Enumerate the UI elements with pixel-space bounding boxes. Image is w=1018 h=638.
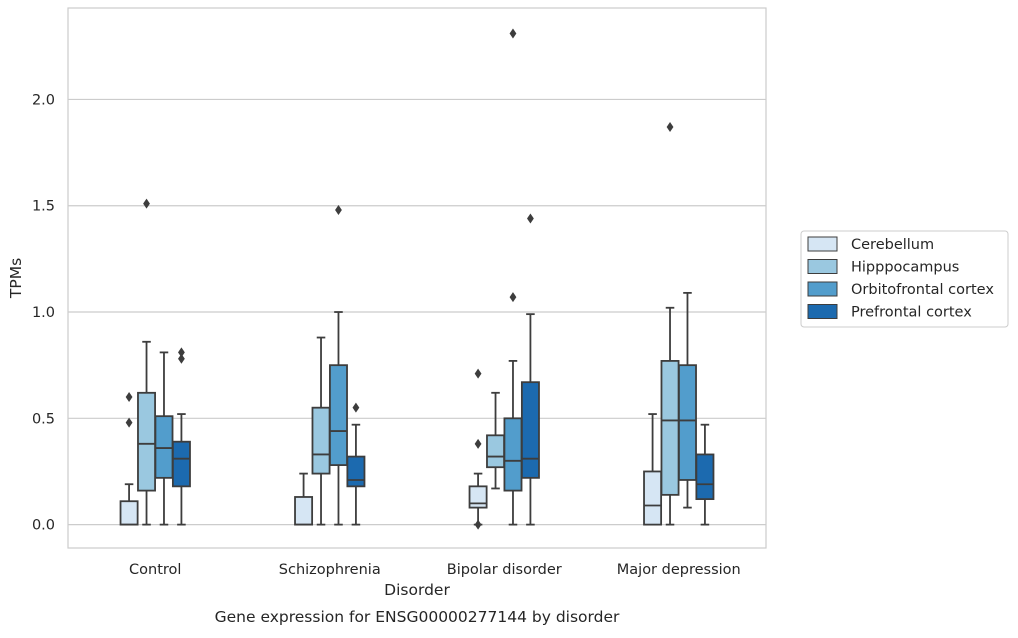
iqr-box [171,440,191,488]
legend-swatch [807,236,838,252]
box [503,28,523,526]
outlier-point [335,204,342,215]
outlier-point [178,347,185,358]
legend-label: Orbitofrontal cortex [851,282,994,298]
iqr-box [329,364,348,466]
iqr-box [643,470,663,526]
iqr-box [520,381,540,479]
legend-label: Prefrontal cortex [851,305,972,321]
iqr-box [486,434,505,469]
iqr-box [695,453,715,501]
box [294,472,314,526]
legend-label: Cerebellum [851,237,934,253]
x-tick-label: Schizophrenia [279,562,381,578]
outlier-point [509,292,517,303]
box [643,413,663,526]
iqr-box [137,391,156,492]
x-axis-label: Disorder [384,581,450,599]
outlier-point [178,353,185,364]
outlier-point [527,213,534,224]
x-tick-label: Control [129,562,181,578]
box [678,291,697,509]
box [119,392,139,526]
x-tick-labels: Control Schizophrenia Bipolar disorder Majo… [129,562,741,578]
iqr-box [678,364,697,481]
y-axis-label: TPMs [7,258,25,299]
legend-swatch [807,304,838,319]
iqr-box [119,500,139,526]
outlier-point [474,368,482,379]
iqr-box [294,496,314,526]
box [171,347,191,526]
iqr-box [468,485,488,509]
box [346,402,366,526]
iqr-box [311,406,331,475]
boxes [119,28,715,530]
y-tick-label: 0.0 [32,518,55,534]
box [311,336,331,526]
legend-swatch [807,281,838,297]
iqr-box [154,415,174,479]
box [520,213,540,526]
legend-swatch [807,259,838,274]
legend: Cerebellum Hipppocampus Orbitofrontal cort… [800,230,1009,328]
y-tick-labels: 0.0 0.5 1.0 1.5 2.0 [32,92,55,533]
legend-label: Hipppocampus [851,260,959,276]
y-tick-label: 1.0 [32,305,55,321]
y-tick-label: 0.5 [32,411,55,427]
box [486,391,505,490]
outlier-point [509,28,517,39]
box [695,423,715,526]
outlier-point [125,392,133,403]
x-tick-label: Major depression [617,562,741,578]
outlier-point [474,519,482,530]
box [329,204,348,526]
y-tick-label: 1.5 [32,199,55,215]
iqr-box [660,360,680,496]
box [468,368,488,530]
outlier-point [143,198,150,209]
legend-items: Cerebellum Hipppocampus Orbitofrontal cort… [807,236,994,321]
legend-frame [800,230,1009,328]
y-tick-label: 2.0 [32,92,55,108]
iqr-box [503,417,523,492]
chart-caption: Gene expression for ENSG00000277144 by d… [215,608,620,626]
outlier-point [474,438,482,449]
iqr-box [346,455,366,488]
outlier-point [352,402,360,413]
outlier-point [666,122,674,133]
x-tick-label: Bipolar disorder [447,562,562,578]
outlier-point [125,417,133,428]
